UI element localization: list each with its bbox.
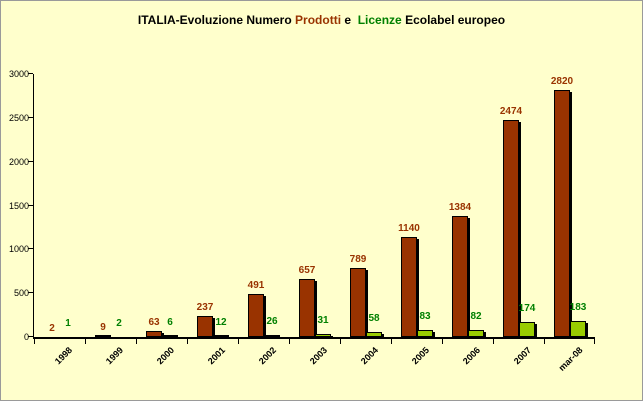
x-axis-label-2000: 2000 [155, 345, 177, 367]
y-axis-tick-label: 0 [23, 332, 29, 342]
bar-licenze-2002 [264, 335, 280, 337]
y-axis-tick-label: 2500 [8, 112, 29, 123]
value-label-prodotti-2006: 1384 [448, 202, 472, 213]
value-label-licenze-1999: 2 [116, 318, 122, 329]
y-axis-tick-label: 1500 [8, 200, 29, 211]
bar-prodotti-2002 [248, 294, 264, 337]
x-axis-label-2003: 2003 [308, 345, 330, 367]
y-axis-tick [28, 116, 33, 118]
chart-title-segment-1: Prodotti [295, 13, 342, 27]
x-axis-tick [594, 339, 595, 344]
bar-prodotti-2000 [146, 331, 162, 337]
y-axis-labels: 0 500 1000 1500 2000 2500 3000 [3, 69, 29, 342]
bar-licenze-2005 [417, 330, 433, 337]
value-label-licenze-2004: 58 [368, 313, 380, 324]
value-label-prodotti-2003: 657 [298, 265, 316, 276]
bar-prodotti-2004 [350, 268, 366, 337]
bar-licenze-2007 [519, 322, 535, 337]
value-label-prodotti-1999: 9 [100, 322, 106, 333]
value-label-licenze-2002: 26 [266, 316, 278, 327]
value-label-prodotti-2000: 63 [148, 317, 160, 328]
x-axis-label-2007: 2007 [512, 345, 534, 367]
x-axis-tick [493, 339, 494, 344]
y-axis-tick [28, 292, 33, 294]
bar-licenze-2006 [468, 330, 484, 337]
x-axis-label-2005: 2005 [410, 345, 432, 367]
y-axis-tick [28, 336, 33, 337]
bar-licenze-2001 [213, 335, 229, 337]
value-label-licenze-2007: 174 [518, 303, 536, 314]
chart-title-segment-4: Ecolabel europeo [401, 13, 506, 27]
value-label-prodotti-1998: 2 [49, 323, 55, 334]
x-axis-label-2001: 2001 [206, 345, 228, 367]
value-label-licenze-2003: 31 [317, 315, 329, 326]
value-label-prodotti-2002: 491 [247, 280, 265, 291]
bar-licenze-2004 [366, 332, 382, 337]
y-axis-tick [28, 204, 33, 206]
bar-licenze-mar-08 [570, 321, 586, 337]
x-axis-label-2002: 2002 [257, 345, 279, 367]
value-label-licenze-2006: 82 [470, 311, 482, 322]
x-axis-label-1998: 1998 [53, 345, 75, 367]
x-axis-tick [85, 339, 86, 344]
x-axis-tick [136, 339, 137, 344]
value-label-prodotti-2001: 237 [196, 302, 214, 313]
chart-title-segment-2: e [341, 13, 355, 27]
bar-prodotti-2007 [503, 120, 519, 337]
bar-prodotti-2003 [299, 279, 315, 337]
bar-prodotti-2006 [452, 216, 468, 337]
chart-title: ITALIA-Evoluzione Numero Prodotti e Lice… [1, 13, 642, 27]
value-label-licenze-2001: 12 [215, 317, 227, 328]
x-axis-tick [34, 339, 35, 344]
bar-licenze-2003 [315, 334, 331, 337]
y-axis-tick-label: 1000 [8, 244, 29, 255]
value-label-licenze-1998: 1 [65, 318, 71, 329]
x-axis-tick [187, 339, 188, 344]
value-label-licenze-2000: 6 [167, 317, 173, 328]
value-label-prodotti-2005: 1140 [398, 223, 420, 234]
y-axis-tick [28, 160, 33, 162]
x-axis-tick [391, 339, 392, 344]
value-label-licenze-2005: 83 [419, 311, 431, 322]
x-axis-tick [544, 339, 545, 344]
y-axis-tick [28, 248, 33, 250]
value-label-prodotti-2007: 2474 [499, 106, 523, 117]
x-axis-label-1999: 1999 [104, 345, 126, 367]
y-axis-tick-label: 500 [13, 288, 29, 299]
bar-prodotti-2001 [197, 316, 213, 337]
x-axis-tick [442, 339, 443, 344]
y-axis-tick-label: 2000 [8, 156, 29, 167]
value-label-licenze-mar-08: 183 [569, 302, 587, 313]
bar-licenze-2000 [162, 335, 178, 337]
y-axis-tick-label: 3000 [8, 69, 29, 79]
y-axis-tick [28, 73, 33, 74]
x-axis-label-mar-08: mar-08 [556, 345, 585, 373]
value-label-prodotti-mar-08: 2820 [550, 76, 574, 87]
x-axis-tick [238, 339, 239, 344]
bar-prodotti-2005 [401, 237, 417, 337]
chart-title-segment-0: ITALIA-Evoluzione Numero [137, 13, 296, 27]
x-axis-tick [340, 339, 341, 344]
chart-title-segment-3: Licenze [354, 13, 402, 27]
x-axis-label-2006: 2006 [461, 345, 483, 367]
bar-prodotti-1999 [95, 335, 111, 337]
x-axis-tick [289, 339, 290, 344]
x-axis-label-2004: 2004 [359, 345, 381, 367]
value-label-prodotti-2004: 789 [349, 254, 367, 265]
bar-prodotti-mar-08 [554, 90, 570, 337]
plot-area: 2 9 63 237 491 657 789 1140 1384 2474 2820 1 2 6 12 26 3… [28, 73, 595, 373]
